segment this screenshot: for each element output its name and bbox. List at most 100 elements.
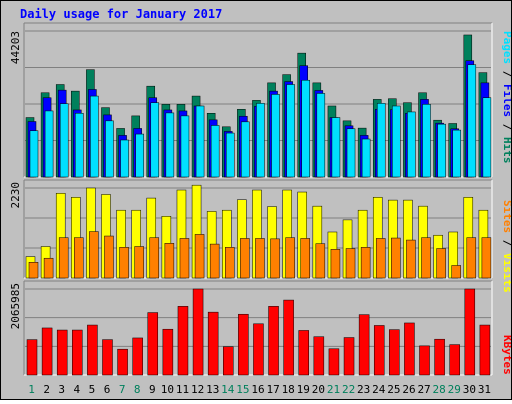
legend-sep: / [501, 117, 511, 137]
day-label: 23 [357, 383, 370, 396]
bar-kbytes [253, 323, 264, 376]
bar-sites [345, 248, 356, 279]
bar-pages [346, 128, 356, 178]
bar-sites [209, 243, 220, 279]
day-label: 24 [372, 383, 386, 396]
day-label: 19 [297, 383, 310, 396]
bar-kbytes [449, 344, 460, 376]
day-label: 5 [89, 383, 96, 396]
day-label: 7 [119, 383, 126, 396]
bar-pages [256, 103, 265, 178]
bar-sites [164, 243, 175, 279]
bar-sites [58, 237, 69, 279]
bar-pages [361, 138, 371, 178]
bar-kbytes [479, 324, 491, 376]
bar-kbytes [56, 329, 68, 376]
bar-sites [391, 237, 401, 279]
bar-kbytes [147, 312, 159, 376]
bar-kbytes [298, 330, 309, 376]
bar-kbytes [464, 288, 476, 376]
bar-kbytes [373, 325, 385, 376]
day-label: 28 [433, 383, 446, 396]
day-label: 21 [327, 383, 340, 396]
bar-pages [44, 110, 54, 178]
y-max-label: 44203 [9, 31, 22, 64]
bar-kbytes [87, 324, 98, 376]
day-label: 31 [478, 383, 491, 396]
bar-sites [315, 243, 326, 279]
bar-sites [436, 248, 446, 279]
y-max-label: 2065985 [9, 283, 22, 329]
bar-pages [180, 115, 190, 178]
bar-sites [89, 231, 99, 279]
panel-hits-files-pages: 44203 [9, 22, 493, 178]
bar-sites [406, 239, 416, 279]
bar-sites [466, 237, 477, 279]
bar-pages [437, 123, 446, 178]
bar-pages [286, 84, 295, 178]
day-label: 10 [161, 383, 174, 396]
day-label: 4 [74, 383, 81, 396]
bar-sites [421, 237, 431, 279]
bar-kbytes [328, 348, 340, 376]
bar-sites [300, 238, 310, 279]
legend-kbytes: KBytes [501, 335, 511, 375]
bar-sites [255, 238, 265, 279]
chart-title: Daily usage for January 2017 [20, 7, 222, 21]
day-label: 2 [43, 383, 50, 396]
day-label: 17 [266, 383, 279, 396]
bar-sites [43, 257, 54, 279]
bar-kbytes [207, 311, 219, 376]
bar-kbytes [343, 337, 355, 376]
bar-kbytes [132, 337, 143, 376]
bar-sites [74, 237, 84, 279]
bar-kbytes [419, 345, 430, 376]
day-label: 27 [417, 383, 430, 396]
bar-pages [226, 132, 235, 178]
bar-pages [165, 112, 175, 178]
day-axis: 1 2 3 4 5 6 7 8 9 10 11 12 13 14 15 16 17 18 19 20 21 22 23 24 2… [28, 383, 491, 396]
bar-pages [210, 125, 220, 178]
bar-kbytes [223, 346, 234, 376]
bar-kbytes [162, 328, 174, 376]
bar-sites [28, 262, 39, 279]
day-label: 15 [236, 383, 249, 396]
bar-sites [225, 247, 235, 279]
bar-sites [240, 238, 250, 279]
bar-kbytes [358, 314, 370, 376]
bar-pages [482, 97, 492, 178]
day-label: 6 [104, 383, 111, 396]
bar-pages [120, 139, 129, 178]
bar-pages [316, 93, 326, 178]
day-label: 30 [463, 383, 476, 396]
bar-pages [392, 105, 401, 178]
bar-pages [59, 103, 69, 178]
bar-pages [376, 103, 386, 178]
bar-kbytes [26, 339, 38, 376]
bar-pages [105, 120, 114, 178]
bar-pages [467, 64, 477, 178]
legend-visits: Visits [501, 253, 511, 293]
bar-pages [301, 79, 310, 178]
bar-pages [422, 104, 431, 178]
bar-sites [134, 246, 144, 279]
legend-top: Pages / Files / Hits [501, 31, 512, 164]
bar-sites [194, 234, 205, 279]
bar-sites [119, 247, 129, 279]
bar-sites [285, 237, 295, 279]
day-label: 8 [134, 383, 141, 396]
bar-kbytes [313, 336, 325, 376]
bar-kbytes [238, 313, 249, 376]
y-max-label: 2230 [9, 182, 22, 209]
bar-sites [481, 237, 492, 279]
legend-pages: Pages [501, 31, 511, 64]
bar-sites [451, 265, 461, 279]
bar-sites [179, 238, 190, 279]
day-label: 29 [448, 383, 461, 396]
day-label: 26 [402, 383, 415, 396]
day-label: 1 [28, 383, 35, 396]
bar-pages [452, 129, 461, 178]
bar-kbytes [41, 327, 53, 376]
